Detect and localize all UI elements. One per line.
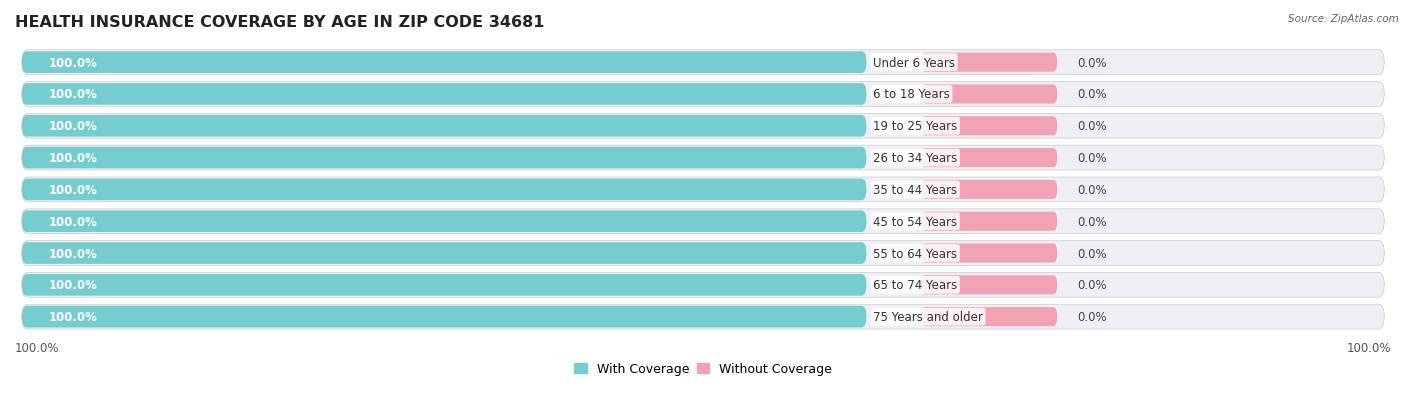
Text: 35 to 44 Years: 35 to 44 Years	[873, 183, 957, 197]
FancyBboxPatch shape	[22, 114, 1384, 139]
Text: 100.0%: 100.0%	[49, 88, 98, 101]
FancyBboxPatch shape	[22, 179, 866, 201]
FancyBboxPatch shape	[921, 307, 1057, 326]
Text: 19 to 25 Years: 19 to 25 Years	[873, 120, 957, 133]
Text: 6 to 18 Years: 6 to 18 Years	[873, 88, 950, 101]
Text: 0.0%: 0.0%	[1077, 279, 1108, 292]
Legend: With Coverage, Without Coverage: With Coverage, Without Coverage	[574, 362, 832, 375]
FancyBboxPatch shape	[22, 242, 866, 264]
Text: 0.0%: 0.0%	[1077, 152, 1108, 165]
Text: 100.0%: 100.0%	[15, 341, 59, 354]
FancyBboxPatch shape	[22, 51, 1384, 76]
Text: 100.0%: 100.0%	[49, 152, 98, 165]
Text: 0.0%: 0.0%	[1077, 215, 1108, 228]
Text: 100.0%: 100.0%	[49, 279, 98, 292]
FancyBboxPatch shape	[921, 275, 1057, 295]
FancyBboxPatch shape	[921, 244, 1057, 263]
FancyBboxPatch shape	[22, 82, 1384, 107]
Text: 0.0%: 0.0%	[1077, 247, 1108, 260]
FancyBboxPatch shape	[22, 209, 1384, 234]
Text: 0.0%: 0.0%	[1077, 88, 1108, 101]
Text: 100.0%: 100.0%	[49, 215, 98, 228]
FancyBboxPatch shape	[22, 211, 866, 233]
FancyBboxPatch shape	[921, 149, 1057, 168]
Text: 100.0%: 100.0%	[1347, 341, 1391, 354]
FancyBboxPatch shape	[921, 180, 1057, 199]
Text: 0.0%: 0.0%	[1077, 120, 1108, 133]
Text: HEALTH INSURANCE COVERAGE BY AGE IN ZIP CODE 34681: HEALTH INSURANCE COVERAGE BY AGE IN ZIP …	[15, 15, 544, 30]
FancyBboxPatch shape	[22, 84, 866, 106]
FancyBboxPatch shape	[921, 117, 1057, 136]
FancyBboxPatch shape	[921, 212, 1057, 231]
FancyBboxPatch shape	[22, 274, 866, 296]
FancyBboxPatch shape	[22, 241, 1384, 266]
FancyBboxPatch shape	[22, 304, 1384, 329]
Text: Under 6 Years: Under 6 Years	[873, 57, 955, 69]
Text: 100.0%: 100.0%	[49, 120, 98, 133]
Text: 65 to 74 Years: 65 to 74 Years	[873, 279, 957, 292]
FancyBboxPatch shape	[921, 85, 1057, 104]
Text: 26 to 34 Years: 26 to 34 Years	[873, 152, 957, 165]
FancyBboxPatch shape	[921, 54, 1057, 73]
Text: 0.0%: 0.0%	[1077, 183, 1108, 197]
Text: 55 to 64 Years: 55 to 64 Years	[873, 247, 957, 260]
Text: 100.0%: 100.0%	[49, 247, 98, 260]
Text: 0.0%: 0.0%	[1077, 57, 1108, 69]
FancyBboxPatch shape	[22, 306, 866, 328]
Text: 0.0%: 0.0%	[1077, 311, 1108, 323]
FancyBboxPatch shape	[22, 147, 866, 169]
Text: Source: ZipAtlas.com: Source: ZipAtlas.com	[1288, 14, 1399, 24]
FancyBboxPatch shape	[22, 116, 866, 137]
FancyBboxPatch shape	[22, 178, 1384, 202]
FancyBboxPatch shape	[22, 52, 866, 74]
Text: 100.0%: 100.0%	[49, 311, 98, 323]
FancyBboxPatch shape	[22, 273, 1384, 297]
FancyBboxPatch shape	[22, 146, 1384, 171]
Text: 75 Years and older: 75 Years and older	[873, 311, 983, 323]
Text: 45 to 54 Years: 45 to 54 Years	[873, 215, 957, 228]
Text: 100.0%: 100.0%	[49, 183, 98, 197]
Text: 100.0%: 100.0%	[49, 57, 98, 69]
